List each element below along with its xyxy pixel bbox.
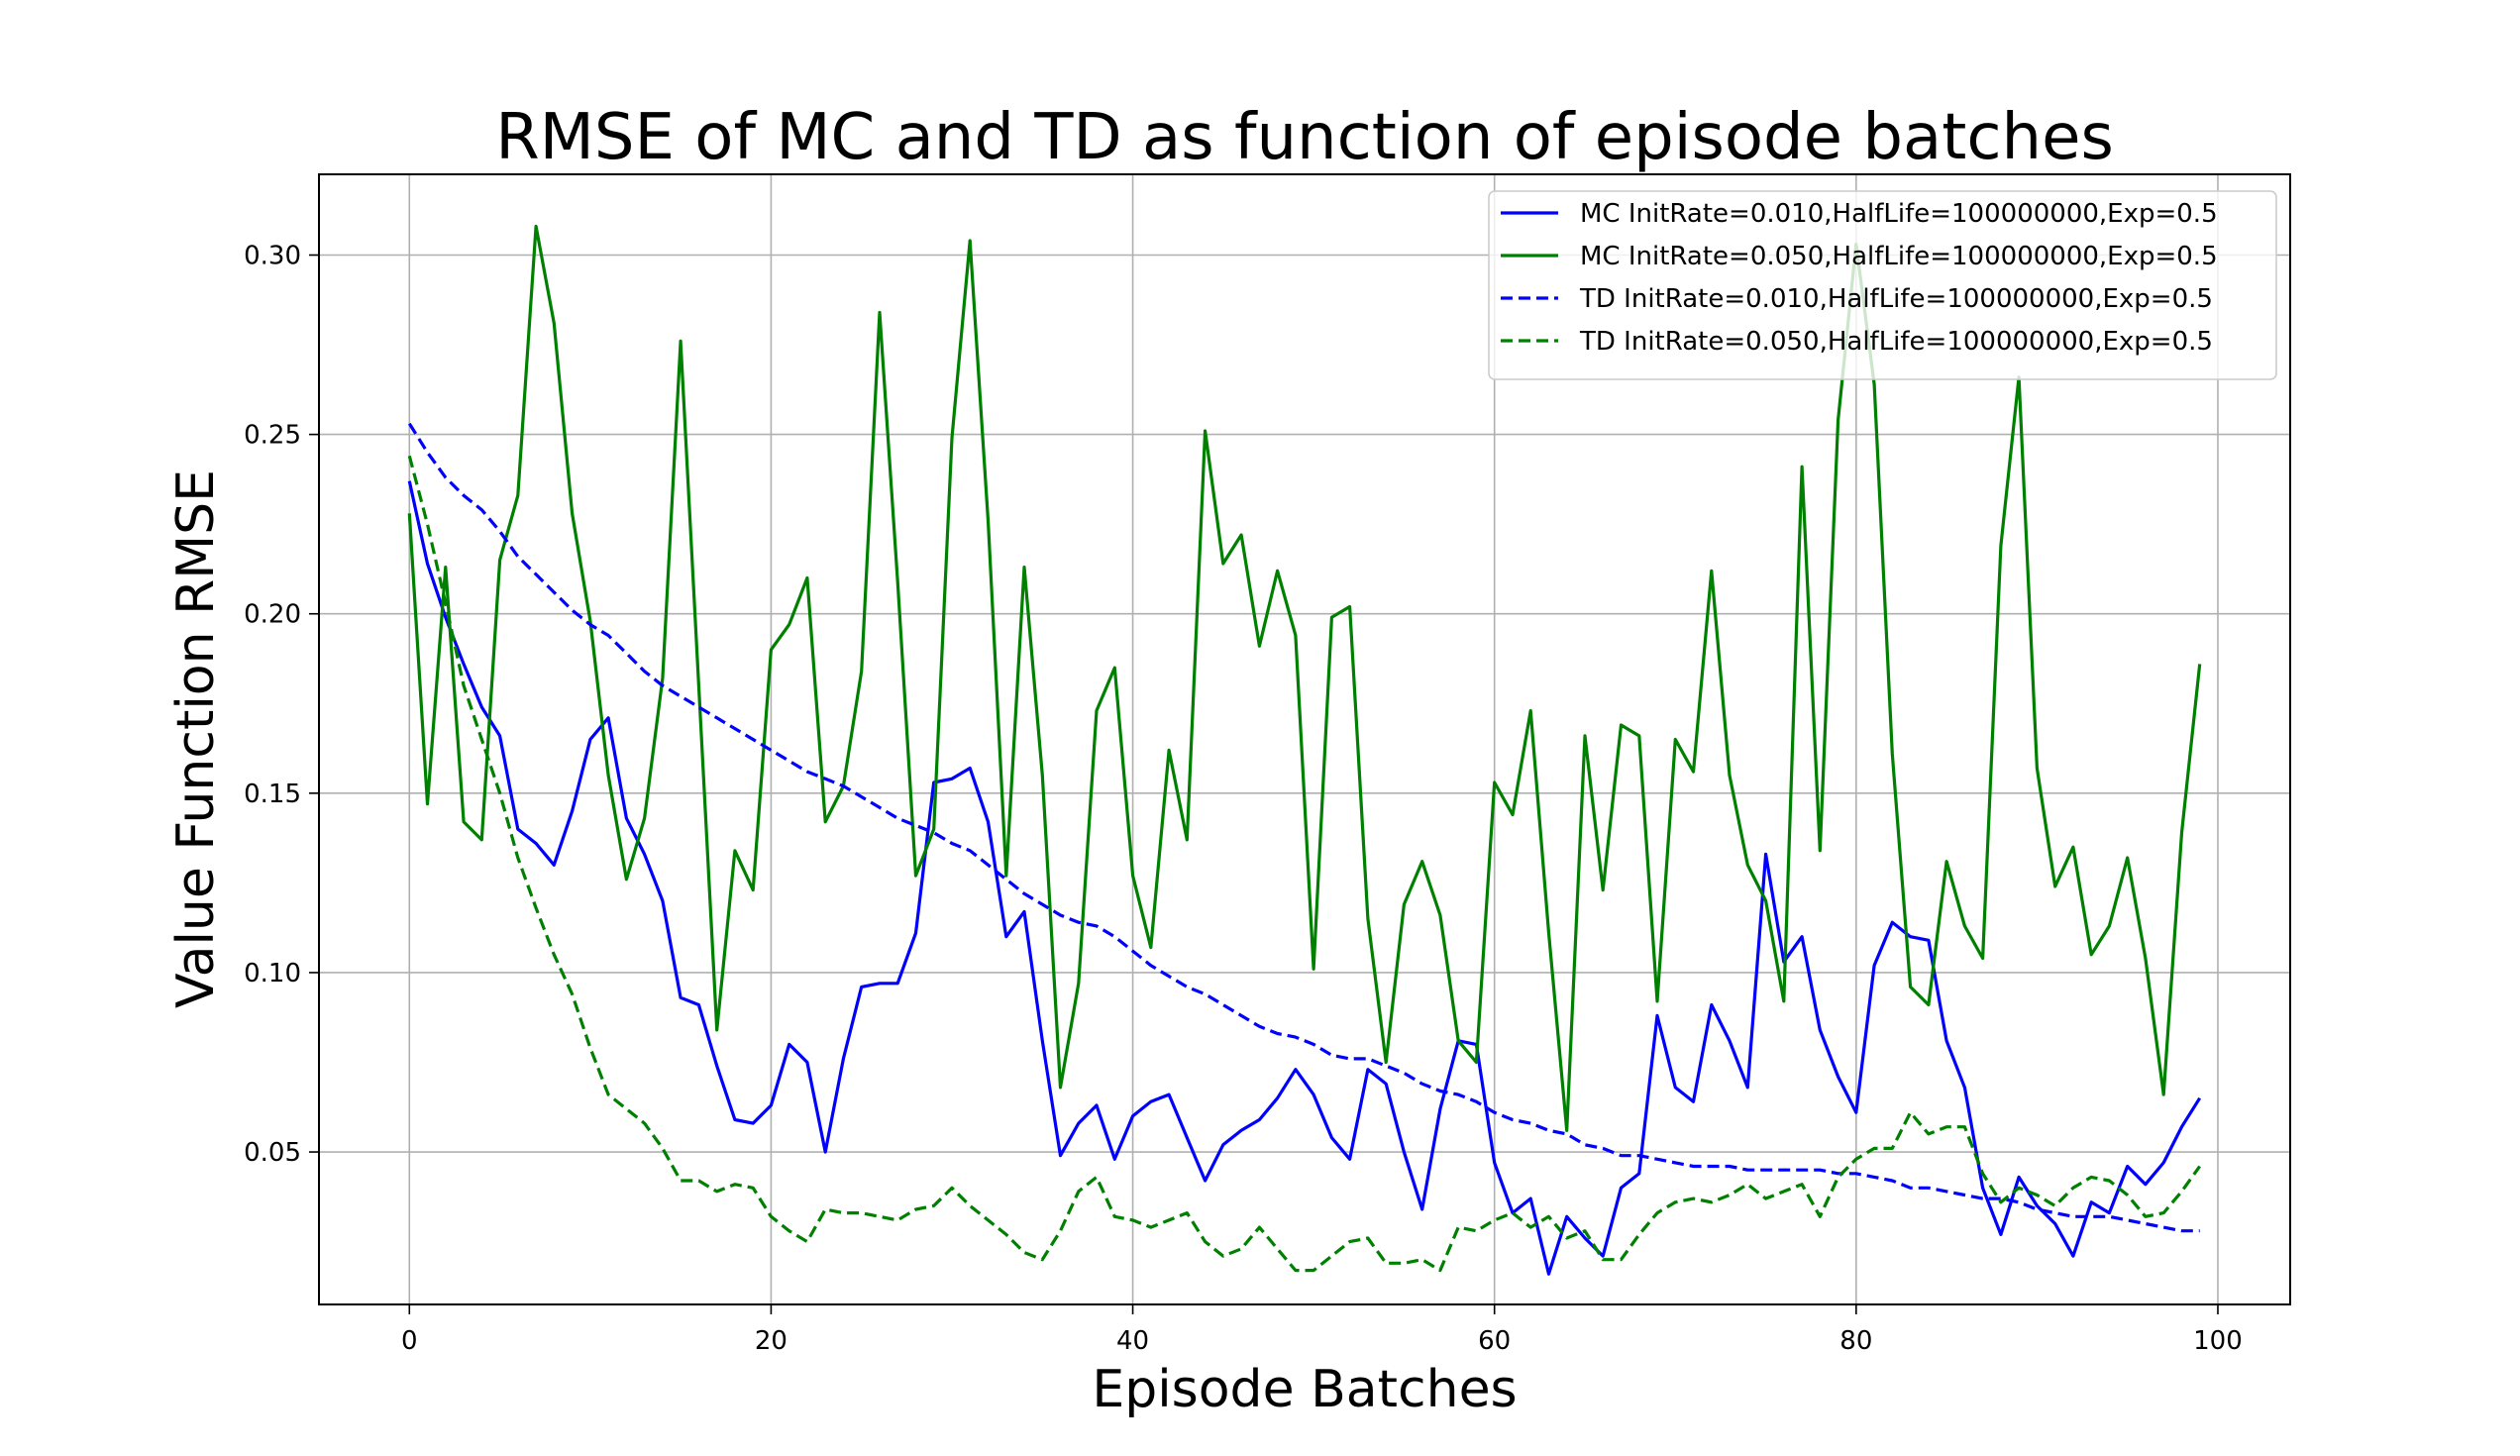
series-line-4: [407, 455, 2202, 1273]
x-tick-label: 20: [755, 1326, 788, 1356]
x-tick-label: 100: [2193, 1326, 2243, 1356]
legend-label: TD InitRate=0.050,HalfLife=100000000,Exp…: [1579, 327, 2213, 357]
y-axis-label: Value Function RMSE: [166, 469, 226, 1008]
legend-label: MC InitRate=0.050,HalfLife=100000000,Exp…: [1580, 242, 2218, 271]
legend-label: MC InitRate=0.010,HalfLife=100000000,Exp…: [1580, 199, 2218, 229]
x-tick-label: 80: [1839, 1326, 1872, 1356]
legend-label: TD InitRate=0.010,HalfLife=100000000,Exp…: [1579, 284, 2213, 314]
x-axis-label: Episode Batches: [1092, 1360, 1517, 1419]
ticks-group: 0 20 40 60 80 100 0.05 0.10 0.15 0.20 0.25 0.30: [244, 242, 2243, 1357]
chart-title: RMSE of MC and TD as function of episode…: [495, 101, 2114, 174]
y-tick-label: 0.15: [244, 780, 301, 809]
x-tick-label: 60: [1478, 1326, 1511, 1356]
series-line-1: [407, 480, 2202, 1276]
x-tick-label: 40: [1116, 1326, 1149, 1356]
legend: MC InitRate=0.010,HalfLife=100000000,Exp…: [1488, 190, 2277, 380]
y-tick-label: 0.05: [244, 1138, 301, 1168]
series-line-3: [407, 422, 2200, 1233]
y-tick-label: 0.30: [244, 242, 301, 271]
plot-frame: [318, 173, 2291, 1305]
series-line-2: [407, 224, 2202, 1132]
y-tick-label: 0.10: [244, 959, 301, 988]
x-tick-label: 0: [401, 1326, 418, 1356]
legend-box: [1488, 190, 2277, 380]
y-tick-label: 0.20: [244, 600, 301, 630]
y-tick-label: 0.25: [244, 421, 301, 451]
series-group: [407, 224, 2202, 1276]
